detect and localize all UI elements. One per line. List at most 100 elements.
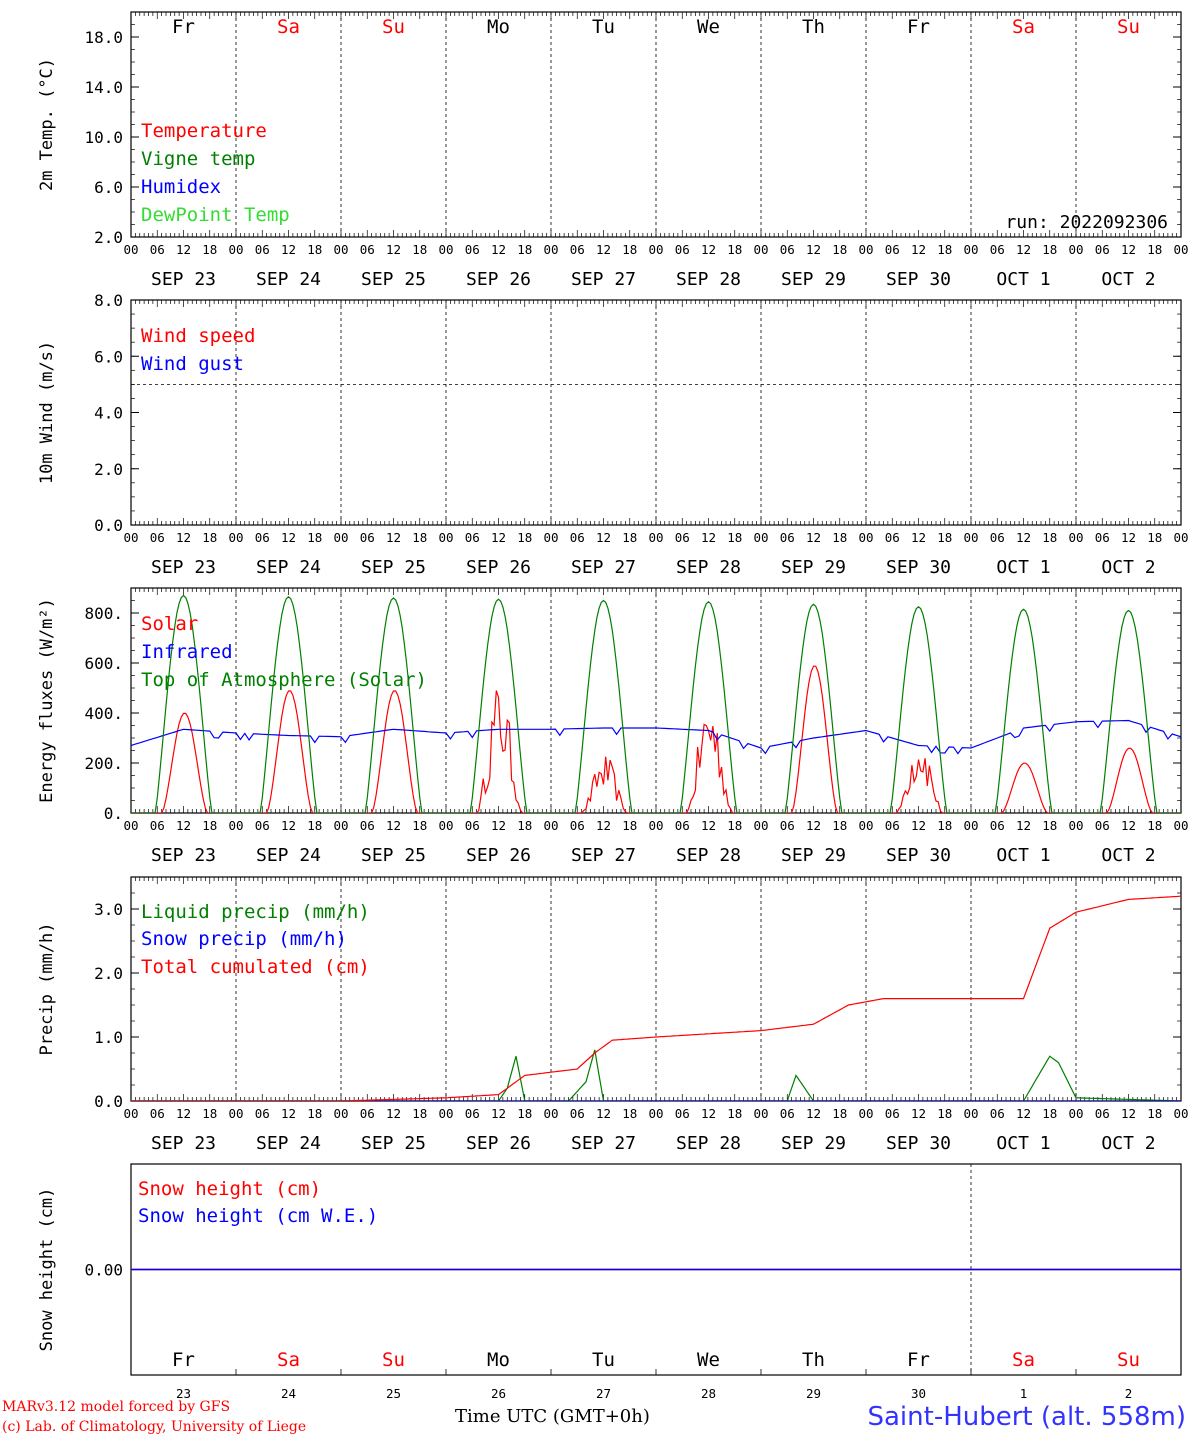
time-axis-label: Time UTC (GMT+0h): [455, 1406, 650, 1427]
y-axis-label: 2m Temp. (°C): [37, 58, 57, 191]
hour-label: 00: [963, 242, 978, 257]
hour-label: 18: [622, 530, 637, 545]
panel-1: 2.0 6.0 10.0 14.0 18.0 2m Temp. (°C) 00 06 12 18 S…: [37, 11, 1189, 290]
hour-label: 06: [255, 530, 270, 545]
y-axis-label: 10m Wind (m/s): [37, 341, 57, 484]
hour-label: 00: [438, 242, 453, 257]
hour-label: 12: [176, 242, 191, 257]
hour-label: 00: [543, 530, 558, 545]
day-number-label: 28: [701, 1386, 716, 1401]
hour-label: 12: [491, 1106, 506, 1121]
date-label: OCT 2: [1101, 557, 1155, 578]
date-label: SEP 30: [886, 269, 951, 290]
hour-label: 06: [465, 818, 480, 833]
lab-credit: (c) Lab. of Climatology, University of L…: [2, 1419, 307, 1435]
hour-label: 00: [333, 1106, 348, 1121]
hour-label: 00: [1173, 1106, 1188, 1121]
legend-entry: Temperature: [141, 120, 267, 142]
legend-entry: Snow precip (mm/h): [141, 928, 347, 950]
hour-label: 18: [1042, 530, 1057, 545]
legend-entry: Snow height (cm W.E.): [138, 1205, 378, 1227]
day-number-label: 30: [911, 1386, 926, 1401]
hour-label: 18: [1042, 242, 1057, 257]
date-label: SEP 28: [676, 845, 741, 866]
hour-label: 00: [333, 530, 348, 545]
hour-label: 00: [438, 530, 453, 545]
series-line: [131, 594, 1181, 813]
hour-label: 00: [333, 242, 348, 257]
date-label: SEP 26: [466, 557, 531, 578]
hour-label: 18: [307, 818, 322, 833]
hour-label: 18: [727, 818, 742, 833]
hour-label: 06: [150, 530, 165, 545]
hour-label: 06: [990, 818, 1005, 833]
hour-label: 00: [438, 818, 453, 833]
day-number-label: 2: [1125, 1386, 1133, 1401]
hour-label: 12: [911, 242, 926, 257]
weekday-label: Sa: [277, 1349, 300, 1371]
day-number-label: 29: [806, 1386, 821, 1401]
hour-label: 12: [1121, 242, 1136, 257]
hour-label: 12: [1121, 1106, 1136, 1121]
hour-label: 18: [202, 1106, 217, 1121]
hour-label: 06: [675, 530, 690, 545]
y-axis-label: Snow height (cm): [37, 1188, 57, 1352]
hour-label: 00: [648, 242, 663, 257]
date-label: SEP 28: [676, 557, 741, 578]
hour-label: 12: [701, 530, 716, 545]
hour-label: 18: [937, 530, 952, 545]
date-label: SEP 26: [466, 269, 531, 290]
hour-label: 00: [1173, 242, 1188, 257]
hour-label: 06: [885, 1106, 900, 1121]
hour-label: 06: [780, 818, 795, 833]
hour-label: 18: [412, 530, 427, 545]
hour-label: 06: [150, 242, 165, 257]
hour-label: 12: [491, 530, 506, 545]
weekday-label: Fr: [907, 1349, 930, 1371]
hour-label: 06: [675, 818, 690, 833]
hour-label: 12: [176, 1106, 191, 1121]
series-group: [131, 895, 1181, 1101]
date-label: SEP 28: [676, 1133, 741, 1154]
hour-label: 06: [780, 242, 795, 257]
weekday-label: Mo: [487, 16, 510, 38]
hour-label: 00: [333, 818, 348, 833]
panel-5: 0.00 Snow height (cm) Snow height (cm) Snow…: [37, 1163, 1182, 1401]
hour-label: 06: [255, 242, 270, 257]
hour-label: 12: [1121, 530, 1136, 545]
hour-label: 06: [885, 818, 900, 833]
hour-label: 12: [911, 530, 926, 545]
y-tick-label: 0.0: [94, 516, 123, 535]
hour-label: 00: [438, 1106, 453, 1121]
hour-label: 12: [281, 530, 296, 545]
date-label: SEP 29: [781, 845, 846, 866]
y-tick-label: 2.0: [94, 228, 123, 247]
date-label: SEP 29: [781, 1133, 846, 1154]
weekday-label: Mo: [487, 1349, 510, 1371]
hour-label: 18: [937, 242, 952, 257]
hour-label: 18: [727, 1106, 742, 1121]
date-label: SEP 23: [151, 269, 216, 290]
hour-label: 00: [648, 818, 663, 833]
y-axis-label: Precip (mm/h): [37, 922, 57, 1055]
legend-entry: Humidex: [141, 176, 221, 198]
weekday-label: Sa: [277, 16, 300, 38]
legend-entry: Solar: [141, 613, 198, 635]
y-tick-label: 0.00: [84, 1261, 123, 1280]
hour-label: 12: [806, 530, 821, 545]
date-label: SEP 26: [466, 845, 531, 866]
date-label: SEP 24: [256, 1133, 321, 1154]
legend-entry: Liquid precip (mm/h): [141, 901, 370, 923]
hour-label: 00: [1068, 530, 1083, 545]
weekday-label: We: [697, 16, 720, 38]
hour-label: 18: [307, 242, 322, 257]
hour-label: 12: [701, 1106, 716, 1121]
hour-label: 12: [596, 242, 611, 257]
hour-label: 06: [150, 1106, 165, 1121]
legend-entry: Vigne temp: [141, 148, 255, 170]
y-tick-label: 0.0: [94, 1092, 123, 1111]
date-label: SEP 27: [571, 845, 636, 866]
series-line: [131, 895, 1181, 1101]
hour-label: 00: [963, 818, 978, 833]
hour-label: 06: [360, 242, 375, 257]
